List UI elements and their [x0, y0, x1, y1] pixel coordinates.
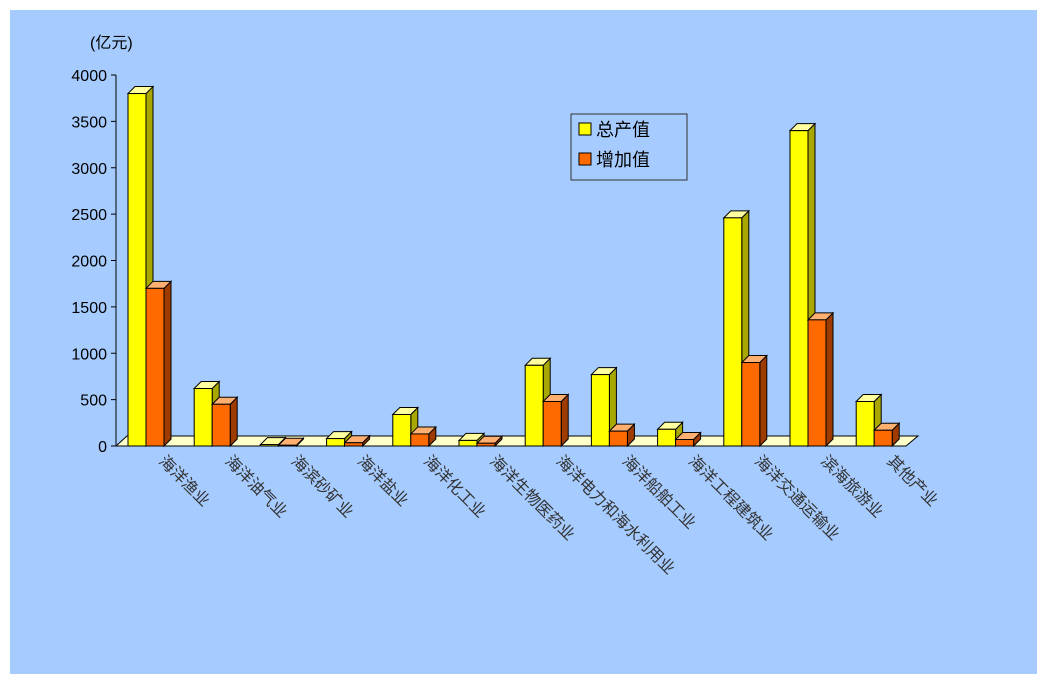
bar-front — [789, 130, 809, 447]
bar-added — [343, 434, 371, 448]
bar-front — [344, 442, 364, 447]
chart-floor — [114, 435, 920, 447]
legend-label-total: 总产值 — [596, 120, 650, 140]
bar-front — [524, 364, 544, 447]
bar-front — [608, 430, 628, 447]
bar-added — [674, 431, 702, 448]
legend-box — [570, 113, 688, 181]
bar-front — [590, 374, 610, 447]
bar-added — [409, 425, 438, 448]
y-tick-label: 500 — [80, 393, 107, 410]
x-tick-label: 海洋盐业 — [354, 452, 412, 510]
bar-added — [277, 437, 305, 448]
bar-added — [806, 311, 835, 448]
bar-side — [560, 393, 569, 448]
y-tick-label: 1500 — [71, 300, 107, 317]
y-tick-label: 2000 — [71, 254, 107, 271]
legend-swatch-added — [578, 152, 592, 166]
bar-front — [277, 444, 297, 447]
bar-front — [741, 362, 761, 447]
x-tick-label: 其他产业 — [883, 452, 941, 510]
bar-front — [723, 217, 743, 447]
x-tick-label: 海滨砂矿业 — [288, 452, 357, 521]
y-unit-label: (亿元) — [90, 34, 133, 52]
y-tick-label: 3000 — [71, 161, 107, 178]
legend: 总产值 增加值 — [570, 113, 688, 181]
bar-front — [145, 287, 165, 447]
bar-front — [259, 444, 279, 447]
y-tick-label: 0 — [98, 439, 107, 456]
x-tick-label: 海洋油气业 — [221, 452, 290, 521]
bars — [126, 85, 901, 448]
y-ticks: 0 500 1000 1500 2000 2500 3000 3500 4000 — [71, 68, 116, 456]
x-tick-label: 滨海旅游业 — [817, 452, 886, 521]
bar-added — [872, 422, 901, 448]
bar-front — [542, 400, 562, 447]
bar-total — [259, 436, 287, 448]
bar-front — [127, 93, 147, 447]
bar-front — [410, 433, 430, 447]
bar-front — [211, 403, 231, 447]
bar-side — [163, 280, 172, 448]
x-tick-label: 海洋电力和海水利用业 — [552, 452, 678, 578]
bar-front — [458, 439, 478, 447]
bar-front — [855, 400, 875, 447]
bar-front — [193, 387, 213, 447]
bar-added — [144, 280, 173, 448]
chart-panel: (亿元) 0 500 1000 1500 2000 2500 3000 3500 4000 海洋… — [10, 10, 1037, 674]
bar-front — [675, 439, 695, 447]
bar-chart: (亿元) 0 500 1000 1500 2000 2500 3000 3500 4000 海洋… — [71, 34, 941, 578]
bar-front — [392, 413, 412, 447]
y-tick-label: 3500 — [71, 114, 107, 131]
bar-added — [210, 396, 239, 448]
bar-front — [326, 438, 346, 447]
bar-side — [759, 354, 768, 448]
bar-added — [541, 393, 570, 448]
y-tick-label: 2500 — [71, 207, 107, 224]
x-tick-label: 海洋化工业 — [420, 452, 489, 521]
bar-added — [475, 435, 504, 448]
x-tick-label: 海洋渔业 — [155, 452, 213, 510]
bar-front — [657, 428, 677, 447]
bar-front — [873, 429, 893, 447]
bar-front — [476, 442, 496, 447]
bar-side — [825, 311, 834, 448]
bar-added — [608, 422, 636, 448]
y-tick-label: 1000 — [71, 346, 107, 363]
legend-swatch-total — [578, 122, 592, 136]
legend-label-added: 增加值 — [596, 150, 650, 170]
bar-added — [740, 354, 769, 448]
bar-side — [229, 396, 238, 448]
bar-front — [807, 319, 827, 447]
y-tick-label: 4000 — [71, 68, 107, 85]
